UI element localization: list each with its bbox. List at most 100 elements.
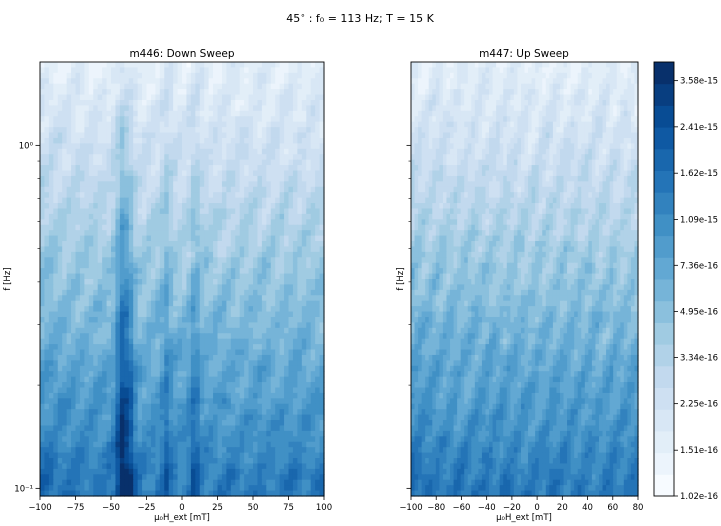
contour-cell [106, 251, 112, 258]
contour-cell [79, 257, 85, 264]
contour-cell [164, 208, 170, 215]
contour-cell [40, 403, 46, 410]
contour-cell [124, 132, 130, 139]
contour-cell [208, 137, 214, 144]
contour-cell [115, 148, 121, 155]
contour-cell [106, 137, 112, 144]
contour-cell [66, 116, 72, 123]
contour-cell [93, 295, 99, 302]
contour-cell [306, 354, 312, 361]
contour-cell [257, 322, 263, 329]
contour-cell [226, 436, 232, 443]
contour-cell [62, 116, 68, 123]
contour-cell [150, 468, 156, 475]
contour-cell [48, 398, 54, 405]
contour-cell [146, 235, 152, 242]
contour-cell [248, 62, 254, 69]
contour-cell [275, 273, 281, 280]
contour-cell [106, 121, 112, 128]
contour-cell [173, 479, 179, 486]
contour-cell [284, 62, 290, 69]
contour-cell [168, 257, 174, 264]
contour-cell [48, 354, 54, 361]
contour-cell [257, 441, 263, 448]
contour-cell [88, 72, 94, 79]
contour-cell [310, 392, 316, 399]
contour-cell [111, 414, 117, 421]
contour-cell [133, 458, 139, 465]
contour-cell [142, 300, 148, 307]
contour-cell [57, 127, 63, 134]
contour-cell [301, 360, 307, 367]
contour-cell [164, 181, 170, 188]
contour-cell [270, 365, 276, 372]
contour-cell [88, 197, 94, 204]
contour-cell [270, 306, 276, 313]
contour-cell [221, 67, 227, 74]
contour-cell [177, 78, 183, 85]
contour-cell [186, 110, 192, 117]
contour-cell [173, 354, 179, 361]
contour-cell [226, 376, 232, 383]
contour-cell [190, 300, 196, 307]
contour-cell [128, 154, 134, 161]
contour-cell [62, 322, 68, 329]
contour-cell [155, 322, 161, 329]
contour-cell [79, 159, 85, 166]
contour-cell [159, 165, 165, 172]
contour-cell [177, 165, 183, 172]
contour-cell [44, 165, 50, 172]
contour-cell [199, 154, 205, 161]
contour-cell [319, 143, 325, 150]
contour-cell [142, 311, 148, 318]
contour-cell [88, 186, 94, 193]
contour-cell [306, 89, 312, 96]
contour-cell [53, 441, 59, 448]
contour-cell [159, 186, 165, 193]
contour-cell [315, 154, 321, 161]
contour-cell [177, 452, 183, 459]
contour-cell [275, 338, 281, 345]
contour-cell [230, 121, 236, 128]
contour-cell [75, 452, 81, 459]
contour-cell [244, 203, 250, 210]
contour-cell [310, 78, 316, 85]
contour-cell [71, 279, 77, 286]
contour-cell [150, 387, 156, 394]
contour-cell [244, 289, 250, 296]
contour-cell [261, 447, 267, 454]
contour-cell [310, 365, 316, 372]
contour-cell [301, 452, 307, 459]
contour-cell [306, 186, 312, 193]
contour-cell [217, 62, 223, 69]
contour-cell [150, 181, 156, 188]
contour-cell [186, 170, 192, 177]
contour-cell [106, 186, 112, 193]
contour-cell [213, 203, 219, 210]
contour-cell [306, 116, 312, 123]
contour-cell [297, 409, 303, 416]
contour-cell [128, 203, 134, 210]
contour-cell [226, 99, 232, 106]
contour-cell [284, 246, 290, 253]
contour-cell [270, 436, 276, 443]
contour-cell [177, 458, 183, 465]
contour-cell [213, 295, 219, 302]
contour-cell [53, 463, 59, 470]
contour-cell [195, 360, 201, 367]
contour-cell [288, 165, 294, 172]
contour-cell [297, 376, 303, 383]
contour-cell [48, 127, 54, 134]
contour-cell [128, 186, 134, 193]
contour-cell [40, 241, 46, 248]
contour-cell [195, 382, 201, 389]
contour-cell [142, 213, 148, 220]
contour-cell [244, 159, 250, 166]
contour-cell [292, 273, 298, 280]
contour-cell [93, 72, 99, 79]
contour-cell [195, 409, 201, 416]
contour-cell [284, 289, 290, 296]
contour-cell [310, 430, 316, 437]
contour-cell [275, 311, 281, 318]
contour-cell [182, 62, 188, 69]
